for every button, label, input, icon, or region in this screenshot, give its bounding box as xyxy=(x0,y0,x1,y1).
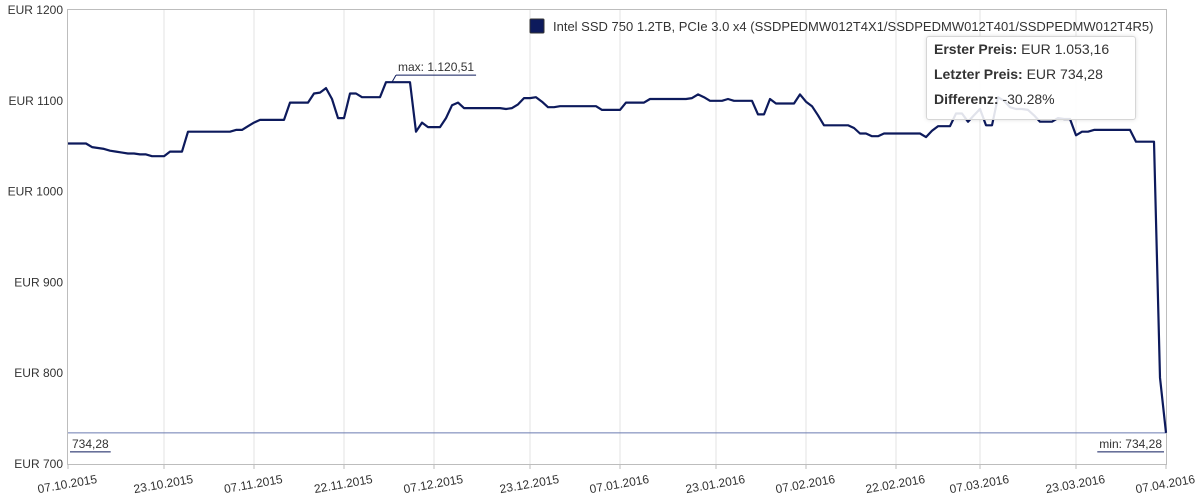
y-tick-label: EUR 1200 xyxy=(8,3,64,17)
plot-frame xyxy=(67,9,1167,465)
first-price-row: Erster Preis: EUR 1.053,16 xyxy=(934,41,1109,57)
x-tick-label: 07.02.2016 xyxy=(775,472,837,496)
legend[interactable]: Intel SSD 750 1.2TB, PCIe 3.0 x4 (SSDPED… xyxy=(529,18,1153,34)
x-tick-label: 07.11.2015 xyxy=(223,472,284,496)
difference-label: Differenz: xyxy=(934,91,999,107)
y-tick-label: EUR 700 xyxy=(14,457,63,471)
y-tick-label: EUR 1000 xyxy=(8,185,64,199)
last-price-row: Letzter Preis: EUR 734,28 xyxy=(934,66,1103,82)
y-tick-label: EUR 1100 xyxy=(9,94,64,108)
last-value-annotation: 734,28 xyxy=(70,437,111,453)
x-tick-label: 07.03.2016 xyxy=(949,472,1011,496)
last-price-value: EUR 734,28 xyxy=(1026,66,1103,82)
price-summary-box: Erster Preis: EUR 1.053,16 Letzter Preis… xyxy=(926,36,1136,120)
max-annotation: max: 1.120,51 xyxy=(391,60,477,83)
max-annotation-leader xyxy=(391,74,397,83)
difference-row: Differenz: -30.28% xyxy=(934,91,1055,107)
x-tick-label: 07.12.2015 xyxy=(403,472,465,496)
x-tick-label: 07.04.2016 xyxy=(1135,472,1196,496)
min-annotation-label: min: 734,28 xyxy=(1099,437,1162,451)
x-tick-label: 23.10.2015 xyxy=(133,472,195,496)
difference-value: -30.28% xyxy=(1002,91,1055,107)
price-series-line xyxy=(68,81,1168,434)
x-tick-label: 23.12.2015 xyxy=(499,472,561,496)
min-annotation: min: 734,28 xyxy=(1097,437,1164,453)
first-price-value: EUR 1.053,16 xyxy=(1021,41,1110,57)
max-annotation-label: max: 1.120,51 xyxy=(398,60,474,74)
x-tick-label: 22.02.2016 xyxy=(865,472,927,496)
x-tick-label: 07.10.2015 xyxy=(37,472,99,496)
x-axis-ticks: 07.10.2015 23.10.2015 07.11.2015 22.11.2015… xyxy=(37,464,1196,496)
last-price-label: Letzter Preis: xyxy=(934,66,1023,82)
last-value-label: 734,28 xyxy=(72,437,109,451)
legend-series-name: Intel SSD 750 1.2TB, PCIe 3.0 x4 (SSDPED… xyxy=(553,19,1153,34)
x-tick-label: 23.01.2016 xyxy=(685,472,747,496)
first-price-label: Erster Preis: xyxy=(934,41,1018,57)
y-tick-label: EUR 900 xyxy=(14,275,63,289)
legend-swatch xyxy=(529,18,545,34)
y-tick-label: EUR 800 xyxy=(14,366,63,380)
x-tick-label: 07.01.2016 xyxy=(589,472,651,496)
x-tick-label: 23.03.2016 xyxy=(1045,472,1107,496)
y-axis-ticks: EUR 1200 EUR 1100 EUR 1000 EUR 900 EUR 800 EU… xyxy=(8,3,64,471)
x-tick-label: 22.11.2015 xyxy=(313,472,374,496)
